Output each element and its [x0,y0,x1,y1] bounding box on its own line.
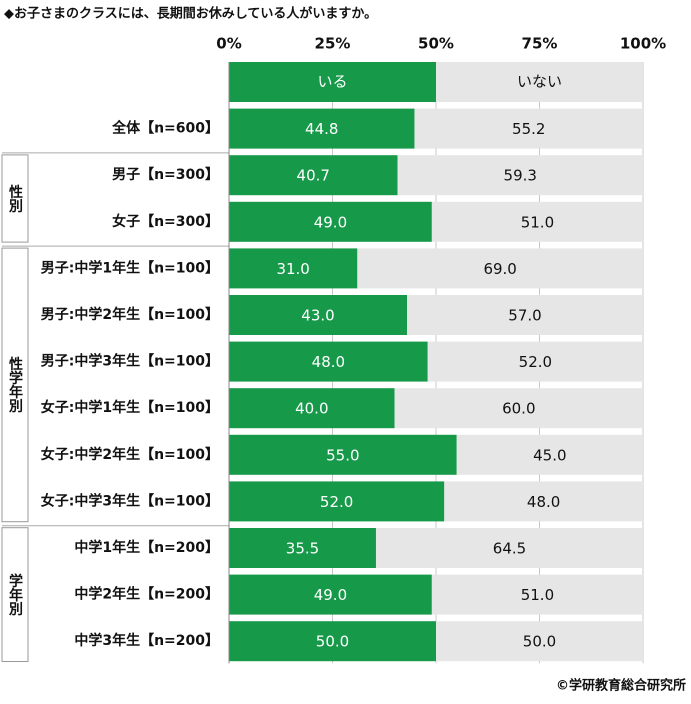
value-label: 55.2 [512,120,545,138]
group-box [1,247,29,523]
value-label: 51.0 [521,213,554,231]
category-label: 女子:中学2年生【n=100】 [41,446,219,463]
legend-swatch [436,62,643,102]
category-label: 男子【n=300】 [112,167,219,183]
group-box [1,154,29,243]
bar-segment [229,434,457,475]
value-label: 49.0 [314,586,347,604]
value-label: 57.0 [508,307,541,325]
group-label: 性別 [7,184,24,214]
value-label: 31.0 [276,260,309,278]
x-tick-label: 25% [315,35,351,53]
chart-title: ◆お子さまのクラスには、長期間お休みしている人がいますか。 [4,6,377,22]
bar-segment [431,574,643,615]
category-label: 全体【n=600】 [111,120,219,137]
category-label: 女子:中学1年生【n=100】 [41,399,219,416]
x-tick-label: 75% [522,35,558,53]
group-label: 性学年別 [7,356,24,414]
value-label: 44.8 [305,120,338,138]
category-label: 中学3年生【n=200】 [74,632,219,649]
source: ©学研教育総合研究所 [556,678,686,694]
value-label: 49.0 [314,213,347,231]
value-label: 48.0 [527,493,560,511]
bar-segment [229,248,358,289]
category-label: 女子:中学3年生【n=100】 [41,492,219,509]
bar-segment [444,481,643,522]
x-tick-label: 100% [620,35,666,53]
bar-segment [407,295,643,335]
value-label: 60.0 [502,400,535,418]
category-label: 男子:中学3年生【n=100】 [41,353,219,370]
value-label: 55.0 [326,446,359,464]
bar-segment [431,201,643,242]
bar-segment [414,108,643,149]
value-label: 35.5 [286,540,319,558]
bar-segment [229,108,415,149]
value-label: 64.5 [493,540,526,558]
bar-segment [229,201,432,242]
value-label: 48.0 [312,353,345,371]
legend-label: いる [317,73,347,91]
category-label: 男子:中学2年生【n=100】 [41,306,219,323]
group-box [1,527,29,663]
category-label: 中学2年生【n=200】 [74,586,219,603]
bar-segment [357,248,643,289]
bar-segment [229,574,432,615]
bar-segment [456,434,643,475]
bar-segment [229,295,408,335]
bar-segment [229,528,376,568]
value-label: 52.0 [519,353,552,371]
bar-segment [229,621,436,662]
value-label: 51.0 [521,586,554,604]
bar-segment [229,481,445,522]
value-label: 45.0 [533,446,566,464]
legend-label: いない [517,73,562,91]
value-label: 40.0 [295,400,328,418]
value-label: 50.0 [523,633,556,651]
value-label: 40.7 [297,167,330,185]
legend-swatch [229,62,436,102]
value-label: 50.0 [316,633,349,651]
bar-segment [397,155,643,196]
bar-segment [375,528,643,568]
bar-segment [394,388,643,429]
bar-segment [229,341,428,382]
x-tick-label: 50% [418,35,454,53]
bar-segment [427,341,643,382]
value-label: 59.3 [504,167,537,185]
value-label: 43.0 [301,307,334,325]
group-label: 学年別 [7,573,24,617]
bar-segment [436,621,643,662]
category-label: 中学1年生【n=200】 [74,539,219,556]
value-label: 69.0 [483,260,516,278]
bar-segment [229,388,395,429]
category-label: 男子:中学1年生【n=100】 [41,259,219,276]
category-label: 女子【n=300】 [112,213,219,230]
bar-segment [229,155,398,196]
value-label: 52.0 [320,493,353,511]
x-tick-label: 0% [216,35,241,53]
